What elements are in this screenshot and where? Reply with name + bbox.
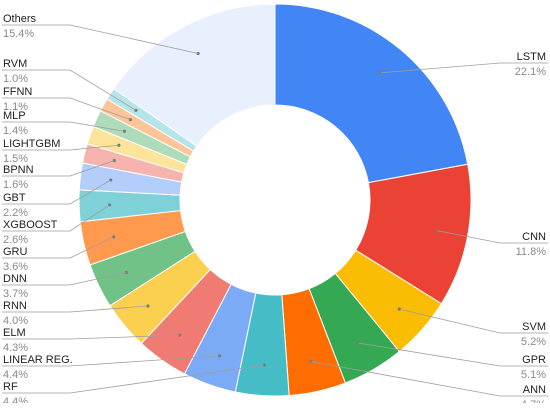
leader-line-others (2, 24, 199, 54)
label-svm: SVM (522, 321, 546, 333)
leader-lines-layer (2, 24, 548, 397)
percent-lstm: 22.1% (515, 66, 546, 78)
slice-lstm (274, 3, 469, 184)
percent-ann: 4.7% (521, 399, 546, 403)
percent-rf: 4.4% (3, 396, 28, 403)
label-gru: GRU (3, 246, 28, 258)
percent-rvm: 1.0% (3, 73, 28, 85)
leader-line-xgboost (2, 204, 110, 232)
label-lightgbm: LIGHTGBM (3, 138, 60, 150)
leader-line-ann (310, 361, 548, 397)
label-linear-reg: LINEAR REG. (3, 354, 73, 366)
leader-line-svm (399, 308, 548, 334)
leader-dot-bpnn (112, 159, 116, 163)
label-xgboost: XGBOOST (3, 219, 58, 231)
percent-linear-reg: 4.4% (3, 369, 28, 381)
percent-gbt: 2.2% (3, 207, 28, 219)
leader-line-rvm (2, 69, 137, 111)
label-dnn: DNN (3, 273, 27, 285)
slices-layer (78, 3, 472, 397)
label-ffnn: FFNN (3, 86, 32, 98)
label-rf: RF (3, 381, 18, 393)
label-others: Others (3, 13, 37, 25)
leader-line-gbt (2, 179, 111, 205)
slice-others (112, 3, 276, 147)
label-mlp: MLP (3, 110, 26, 122)
leader-line-gru (2, 236, 114, 259)
label-ann: ANN (523, 384, 546, 396)
percent-others: 15.4% (3, 28, 34, 40)
leader-line-gpr (358, 342, 548, 367)
label-cnn: CNN (522, 231, 546, 243)
percent-rnn: 4.0% (3, 315, 28, 327)
label-rvm: RVM (3, 58, 27, 70)
leader-line-rnn (2, 305, 148, 313)
percent-xgboost: 2.6% (3, 234, 28, 246)
percent-svm: 5.2% (521, 336, 546, 348)
label-bpnn: BPNN (3, 164, 34, 176)
label-lstm: LSTM (517, 51, 546, 63)
label-gbt: GBT (3, 192, 26, 204)
leader-line-mlp (2, 121, 125, 132)
label-rnn: RNN (3, 300, 27, 312)
leader-dot-lightgbm (117, 143, 121, 147)
label-gpr: GPR (522, 354, 546, 366)
percent-bpnn: 1.6% (3, 179, 28, 191)
leader-line-lightgbm (2, 144, 119, 151)
percent-lightgbm: 1.5% (3, 153, 28, 165)
leader-line-elm (2, 334, 180, 340)
labels-layer: LSTM 22.1% CNN 11.8% SVM 5.2% GPR 5.1% ANN 4.7% RF… (3, 13, 547, 408)
percent-gru: 3.6% (3, 261, 28, 273)
leader-line-lstm (380, 62, 548, 74)
percent-elm: 4.3% (3, 342, 28, 354)
leader-line-dnn (2, 272, 127, 286)
leader-line-rf (2, 364, 265, 394)
percent-ffnn: 1.1% (3, 101, 28, 113)
percent-gpr: 5.1% (521, 369, 546, 381)
leader-line-ffnn (2, 97, 131, 121)
leader-dot-cnn (436, 229, 440, 233)
percent-cnn: 11.8% (516, 246, 547, 258)
label-elm: ELM (3, 327, 26, 339)
leader-line-cnn (437, 230, 548, 244)
percent-mlp: 1.4% (3, 125, 28, 137)
leader-dot-others (196, 51, 200, 56)
leader-line-linear-reg (2, 355, 220, 367)
percent-dnn: 3.7% (3, 288, 28, 300)
leader-line-bpnn (2, 160, 115, 177)
